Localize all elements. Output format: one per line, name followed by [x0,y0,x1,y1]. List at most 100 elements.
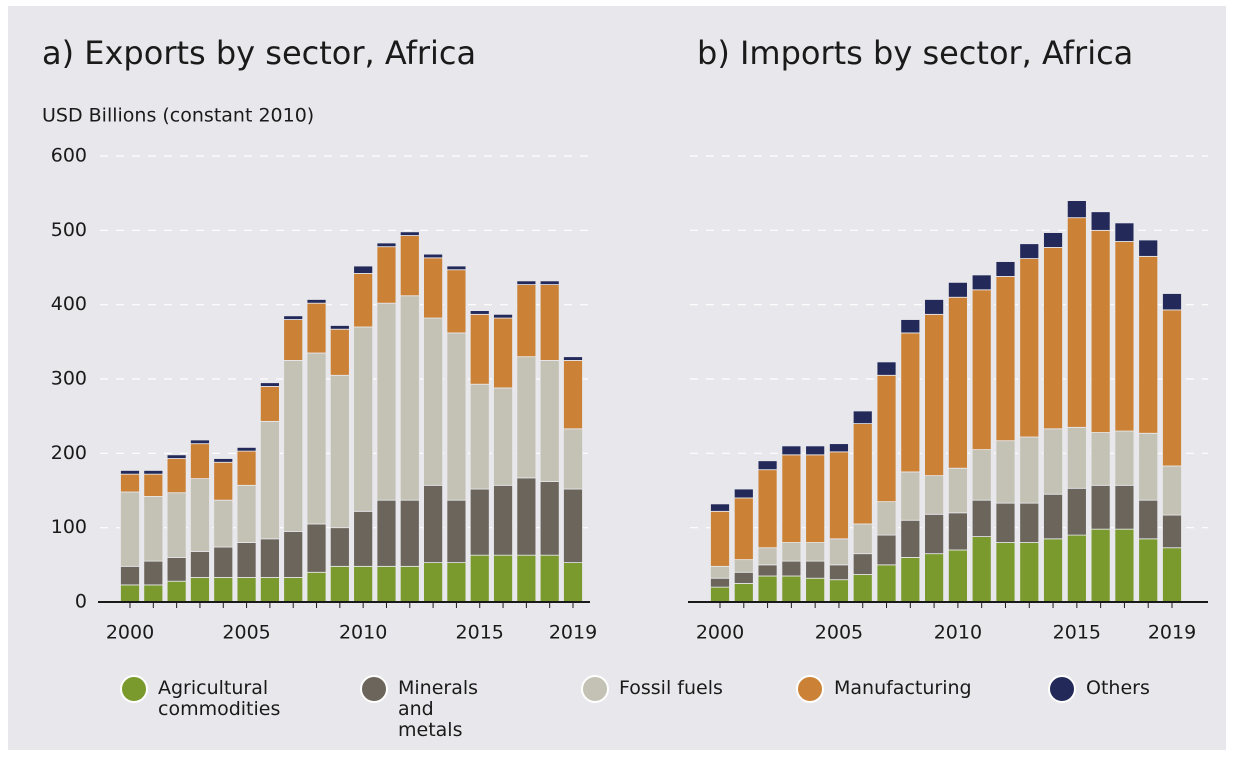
x-tick-label: 2005 [815,622,863,644]
y-tick-label: 500 [51,219,87,241]
bar-segment [329,374,350,529]
bar-segment [190,577,210,603]
bar-segment [852,553,873,575]
bar-segment [423,317,444,486]
bar-segment [1043,538,1063,603]
bar-segment [876,564,897,603]
bar-segment [757,575,778,603]
bar-segment [924,553,945,603]
bar-segment [493,313,513,319]
bar-segment [563,360,583,430]
bar-segment [876,374,897,503]
bar-segment [924,475,945,515]
bar-segment [1019,542,1040,603]
bar-segment [1066,200,1087,219]
bar-segment [1138,499,1159,540]
bar-segment [1066,534,1087,603]
bar-segment [493,387,513,486]
bar-segment [283,530,304,578]
bar-segment [995,502,1016,543]
bar-segment [1114,222,1135,242]
legend-label: Others [1086,677,1150,699]
bar-segment [900,332,921,473]
bar-segment [166,557,187,582]
bar-segment [1019,243,1040,259]
bar-segment [805,560,826,579]
bar-segment [1162,293,1182,311]
bar-segment [733,583,754,603]
legend-marker [120,675,148,703]
bar-segment [1019,258,1040,438]
bar-segment [423,257,444,319]
bar-segment [805,577,826,603]
bar-segment [995,261,1016,277]
bar-segment [1162,309,1182,467]
bar-segment [710,565,730,579]
bar-segment [306,571,327,603]
bar-segment [516,280,537,285]
y-tick-label: 200 [51,442,87,464]
bar-segment [563,428,583,490]
bar-segment [947,512,968,551]
bar-segment [1019,502,1040,543]
bar-segment [924,513,945,555]
bar-segment [353,273,374,328]
bar-segment [353,326,374,512]
bar-segment [469,554,490,603]
bar-segment [120,565,140,586]
bar-segment [710,510,730,567]
bar-segment [329,325,350,330]
bar-segment [143,473,164,497]
bar-segment [710,503,730,512]
x-tick-label: 2015 [1053,622,1101,644]
bar-segment [469,383,490,490]
bar-segment [283,315,304,320]
bar-segment [539,554,560,603]
bar-segment [781,575,802,603]
y-tick-label: 400 [51,293,87,315]
chart-title: a) Exports by sector, Africa [42,34,476,72]
bar-segment [995,542,1016,603]
legend-label: Manufacturing [834,677,972,699]
x-tick-label: 2010 [934,622,982,644]
bar-segment [947,467,968,514]
bar-segment [283,360,304,532]
x-tick-label: 2005 [222,622,270,644]
bar-segment [376,302,397,501]
bar-segment [900,519,921,558]
bar-segment [329,527,350,567]
chart-title: b) Imports by sector, Africa [697,34,1133,72]
bar-segment [1114,528,1135,603]
bar-segment [469,310,490,315]
bar-segment [829,564,849,581]
legend-label: Agricultural commodities [158,677,281,720]
bar-segment [971,499,992,537]
bar-segment [733,571,754,584]
bar-segment [190,551,210,578]
bar-segment [971,274,992,291]
bar-segment [213,461,234,501]
bar-segment [143,470,164,475]
bar-segment [120,584,140,603]
bar-segment [166,580,187,603]
bar-segment [213,458,234,463]
bar-segment [399,295,420,501]
bar-segment [1090,229,1111,433]
bar-segment [924,299,945,315]
bar-segment [446,332,467,501]
bar-segment [563,488,583,564]
bar-segment [539,360,560,482]
bar-segment [1138,538,1159,603]
bar-segment [516,284,537,358]
bar-segment [213,499,234,548]
bar-segment [376,242,397,248]
bar-segment [306,523,327,573]
x-tick-label: 2000 [696,622,744,644]
bar-segment [757,547,778,566]
bar-segment [120,473,140,493]
bar-segment [329,565,350,603]
legend-marker [360,675,388,703]
bar-segment [306,302,327,354]
bar-segment [493,554,513,603]
